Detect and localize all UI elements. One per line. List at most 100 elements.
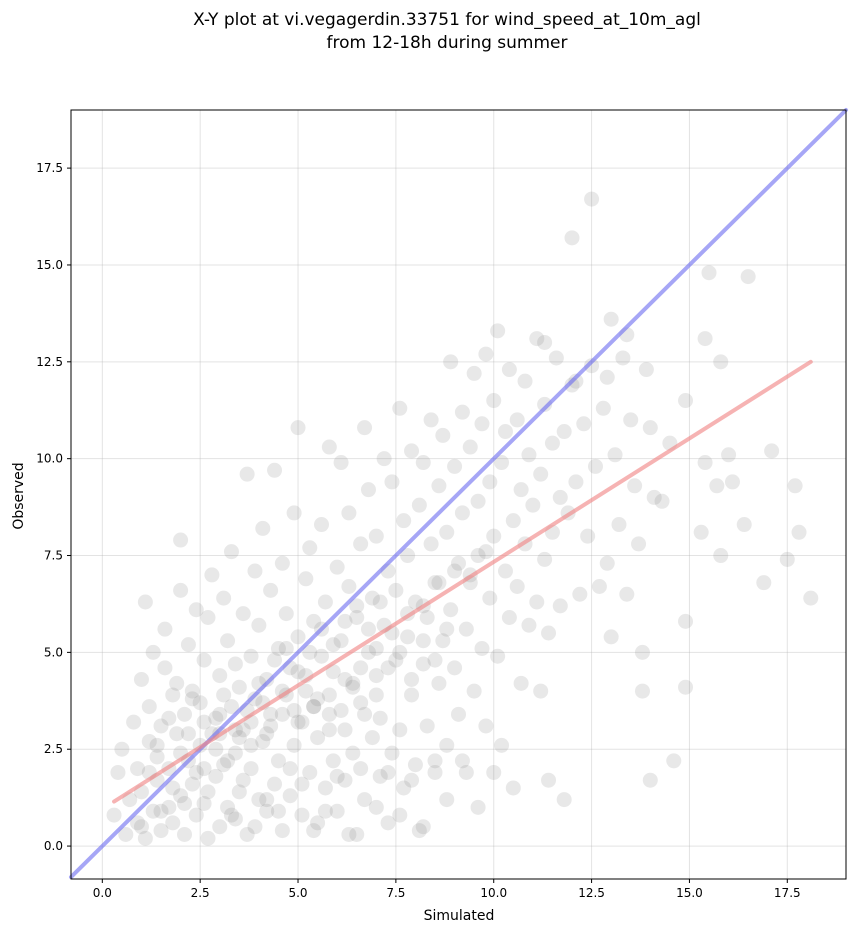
data-point-140 — [388, 582, 404, 598]
data-point-169 — [447, 660, 463, 676]
x-tick-label-7: 17.5 — [774, 886, 801, 900]
data-point-330 — [180, 726, 196, 742]
data-point-127 — [364, 730, 380, 746]
data-point-291 — [259, 792, 275, 808]
data-point-80 — [270, 753, 286, 769]
data-point-218 — [544, 435, 560, 451]
data-point-230 — [576, 416, 592, 432]
data-point-255 — [666, 753, 682, 769]
data-point-304 — [415, 819, 431, 835]
data-point-347 — [447, 563, 463, 579]
data-point-0 — [106, 807, 122, 823]
data-point-90 — [290, 629, 306, 645]
data-point-353 — [184, 691, 200, 707]
data-point-143 — [396, 513, 412, 529]
data-point-298 — [341, 826, 357, 842]
data-point-360 — [267, 652, 283, 668]
data-point-310 — [216, 687, 232, 703]
data-point-21 — [157, 621, 173, 637]
data-point-18 — [153, 718, 169, 734]
data-point-243 — [619, 586, 635, 602]
data-point-145 — [400, 629, 416, 645]
data-point-60 — [231, 784, 247, 800]
x-axis-label: Simulated — [424, 908, 495, 924]
data-point-209 — [525, 497, 541, 513]
data-point-29 — [173, 788, 189, 804]
data-point-280 — [133, 819, 149, 835]
data-point-97 — [306, 699, 322, 715]
data-point-246 — [631, 536, 647, 552]
data-point-302 — [392, 807, 408, 823]
data-point-286 — [200, 784, 216, 800]
data-point-260 — [697, 331, 713, 347]
data-point-188 — [482, 590, 498, 606]
data-point-239 — [603, 629, 619, 645]
data-point-242 — [615, 350, 631, 366]
data-point-94 — [298, 683, 314, 699]
data-point-248 — [634, 683, 650, 699]
data-point-331 — [196, 714, 212, 730]
data-point-224 — [556, 424, 572, 440]
data-point-36 — [184, 683, 200, 699]
data-point-325 — [392, 644, 408, 660]
data-point-67 — [247, 563, 263, 579]
data-point-54 — [220, 633, 236, 649]
data-point-51 — [216, 590, 232, 606]
data-point-34 — [180, 637, 196, 653]
data-point-102 — [314, 517, 330, 533]
data-point-319 — [321, 722, 337, 738]
data-point-113 — [337, 722, 353, 738]
data-point-264 — [713, 354, 729, 370]
data-point-186 — [478, 718, 494, 734]
data-point-59 — [231, 679, 247, 695]
data-point-1 — [110, 764, 126, 780]
data-point-283 — [165, 780, 181, 796]
data-point-273 — [787, 478, 803, 494]
y-tick-label-2: 5.0 — [44, 645, 63, 659]
data-point-180 — [466, 683, 482, 699]
data-point-132 — [372, 710, 388, 726]
data-point-20 — [157, 660, 173, 676]
data-point-237 — [599, 555, 615, 571]
y-tick-label-1: 2.5 — [44, 742, 63, 756]
data-point-365 — [325, 637, 341, 653]
data-point-336 — [274, 706, 290, 722]
data-point-40 — [192, 695, 208, 711]
data-point-65 — [243, 648, 259, 664]
data-point-77 — [267, 776, 283, 792]
data-point-148 — [404, 443, 420, 459]
data-point-32 — [177, 706, 193, 722]
data-point-177 — [462, 439, 478, 455]
data-point-68 — [247, 691, 263, 707]
data-point-316 — [286, 702, 302, 718]
data-point-247 — [634, 644, 650, 660]
data-point-311 — [227, 656, 243, 672]
data-point-31 — [177, 826, 193, 842]
data-point-99 — [310, 815, 326, 831]
data-point-299 — [353, 761, 369, 777]
data-point-220 — [548, 350, 564, 366]
data-point-282 — [153, 803, 169, 819]
data-point-275 — [803, 590, 819, 606]
data-point-351 — [161, 710, 177, 726]
data-point-126 — [360, 482, 376, 498]
data-point-133 — [376, 451, 392, 467]
data-point-332 — [212, 706, 228, 722]
data-point-190 — [486, 393, 502, 409]
data-point-267 — [724, 474, 740, 490]
data-point-301 — [380, 764, 396, 780]
data-point-92 — [294, 807, 310, 823]
data-point-183 — [474, 416, 490, 432]
series-line-2 — [112, 359, 813, 804]
x-tick-label-5: 12.5 — [578, 886, 605, 900]
data-point-226 — [564, 230, 580, 246]
data-point-116 — [341, 505, 357, 521]
data-point-172 — [451, 706, 466, 722]
data-point-368 — [360, 621, 376, 637]
data-point-2 — [114, 741, 130, 757]
data-point-164 — [435, 633, 451, 649]
data-point-120 — [349, 826, 365, 842]
data-point-187 — [482, 474, 498, 490]
data-point-115 — [341, 579, 357, 595]
data-point-7 — [130, 761, 146, 777]
